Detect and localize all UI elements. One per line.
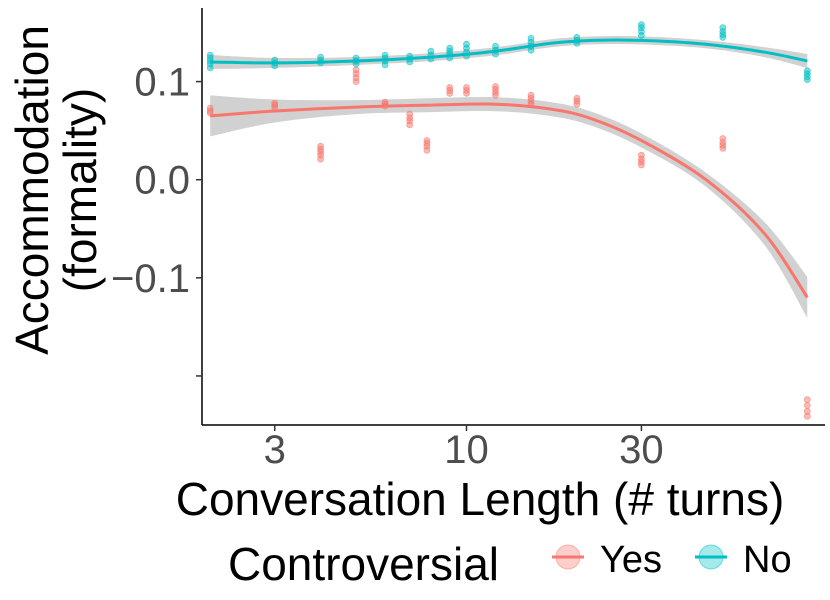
data-point-no: [719, 34, 727, 41]
legend-key-yes: [552, 544, 584, 570]
data-point-no: [206, 64, 214, 72]
smooth-line-yes: [210, 102, 809, 299]
smooth-lines: [210, 38, 809, 299]
data-point-yes: [573, 100, 581, 108]
y-axis-title: Accommodation (formality): [6, 25, 106, 355]
data-point-yes: [638, 161, 645, 169]
data-point-yes: [317, 155, 325, 163]
legend-title: Controversial: [228, 538, 499, 590]
data-point-yes: [803, 401, 811, 409]
legend-key-no: [695, 544, 727, 570]
data-point-yes: [719, 144, 727, 152]
x-tick-label: 3: [264, 428, 286, 472]
data-point-yes: [803, 396, 811, 403]
data-point-yes: [352, 78, 360, 85]
data-point-no: [803, 76, 811, 83]
data-point-yes: [423, 146, 431, 154]
data-point-yes: [463, 90, 470, 97]
confidence-band-yes: [210, 95, 808, 318]
ribbons: [210, 35, 808, 318]
legend-label-yes: Yes: [600, 539, 662, 581]
x-axis-title: Conversation Length (# turns): [176, 473, 785, 525]
x-tick-label: 30: [619, 428, 664, 472]
legend-label-no: No: [743, 539, 792, 581]
smooth-line-no: [210, 38, 808, 65]
y-axis-title-line-2: (formality): [54, 88, 106, 292]
data-point-no: [527, 46, 535, 54]
y-tick-label: 0.0: [134, 159, 190, 203]
x-tick-label: 10: [444, 428, 489, 472]
points-layer: [206, 21, 811, 420]
data-point-yes: [271, 103, 279, 111]
y-tick-label: 0.1: [134, 61, 190, 105]
data-point-no: [638, 32, 645, 39]
data-point-yes: [406, 121, 414, 129]
y-ticks: 0.1 0.0 −0.1: [111, 61, 202, 377]
x-ticks: 3 10 30: [264, 425, 664, 472]
data-point-yes: [492, 91, 499, 99]
data-point-yes: [446, 90, 454, 97]
data-point-no: [381, 61, 389, 69]
y-axis-title-line-1: Accommodation: [6, 25, 58, 355]
data-point-yes: [803, 412, 811, 420]
legend: Controversial Yes No: [228, 538, 792, 590]
y-tick-label: −0.1: [111, 257, 190, 301]
